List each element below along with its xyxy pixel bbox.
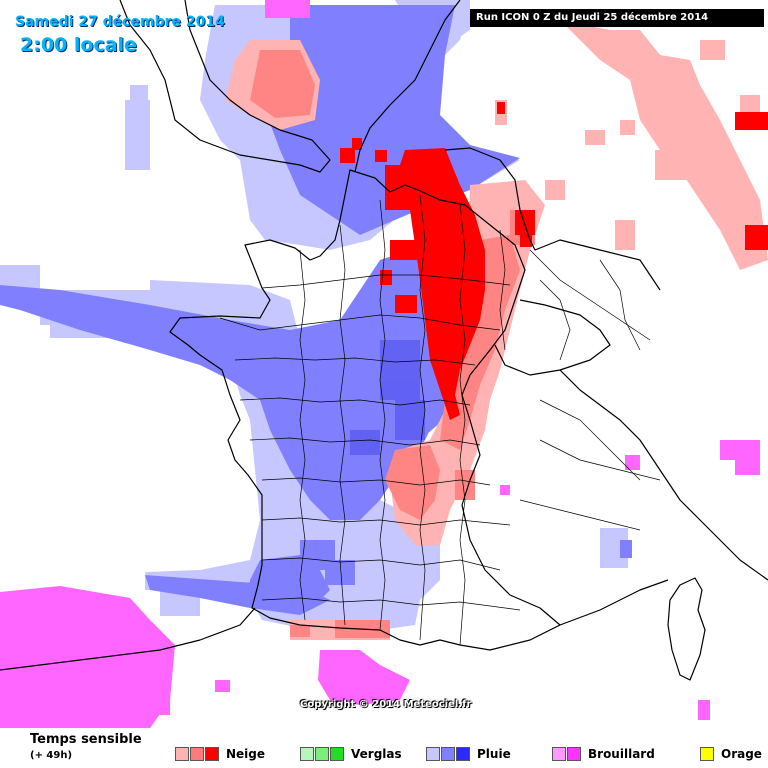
legend-subtitle: (+ 49h) <box>30 750 73 761</box>
legend-label-neige: Neige <box>226 747 266 761</box>
legend-label-pluie: Pluie <box>477 747 511 761</box>
forecast-date: Samedi 27 décembre 2014 <box>15 14 225 30</box>
legend-title: Temps sensible <box>30 732 142 747</box>
benelux-coast <box>354 0 461 173</box>
legend-swatch <box>190 747 204 761</box>
corsica <box>667 577 706 681</box>
spain-border <box>0 607 256 671</box>
uk-coast <box>119 0 331 173</box>
legend-swatch <box>552 747 566 761</box>
legend-swatch <box>700 747 714 761</box>
germany-border <box>444 147 661 291</box>
legend-label-orage: Orage <box>721 747 762 761</box>
legend-label-verglas: Verglas <box>351 747 402 761</box>
snow-heavy-layer <box>340 102 768 420</box>
legend-swatch <box>205 747 219 761</box>
legend-swatch <box>315 747 329 761</box>
fog-layer <box>0 0 760 728</box>
legend-swatch <box>175 747 189 761</box>
legend-label-brouillard: Brouillard <box>588 747 655 761</box>
mediterranean-coast <box>559 579 669 626</box>
country-borders <box>0 0 768 681</box>
legend-swatch <box>330 747 344 761</box>
legend-item-brouillard: Brouillard <box>552 746 655 762</box>
italy-border <box>559 369 768 581</box>
legend-swatch <box>456 747 470 761</box>
legend-item-pluie: Pluie <box>426 746 511 762</box>
legend-item-verglas: Verglas <box>300 746 402 762</box>
switzerland-border <box>494 299 611 376</box>
france-outline <box>169 169 561 651</box>
legend-swatch <box>426 747 440 761</box>
legend-swatch <box>300 747 314 761</box>
rain-mid-layer <box>0 5 632 615</box>
legend-swatch <box>567 747 581 761</box>
model-run-banner: Run ICON 0 Z du Jeudi 25 décembre 2014 <box>470 9 764 27</box>
department-borders <box>219 194 661 646</box>
forecast-time: 2:00 locale <box>20 34 137 56</box>
legend-swatch <box>441 747 455 761</box>
copyright-notice: Copyright © 2014 Meteociel.fr <box>300 699 472 710</box>
legend-item-neige: Neige <box>175 746 265 762</box>
legend: Temps sensible (+ 49h) Neige Verglas Plu… <box>0 728 768 768</box>
legend-item-orage: Orage <box>700 746 762 762</box>
